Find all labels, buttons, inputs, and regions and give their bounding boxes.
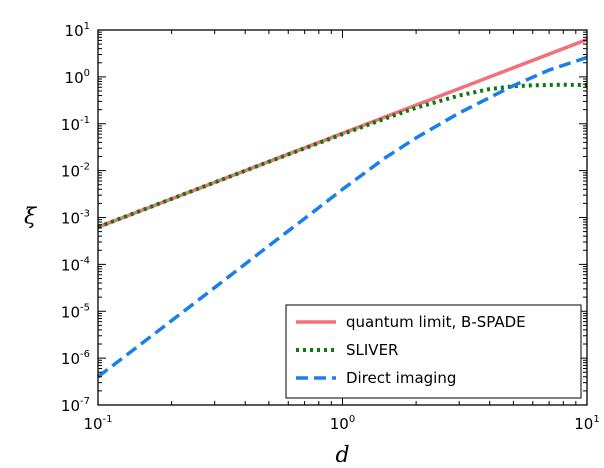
y-tick-label: 10-6 (61, 349, 90, 368)
y-tick-label: 10-5 (61, 302, 90, 321)
y-tick-label: 10-1 (61, 115, 90, 134)
x-tick-label: 10-1 (83, 414, 112, 433)
legend-label-1: SLIVER (346, 341, 398, 359)
legend: quantum limit, B-SPADE SLIVER Direct imagi… (285, 304, 582, 399)
series-line-1 (97, 82, 588, 229)
series-lines (96, 37, 588, 379)
series-line-2 (96, 55, 588, 379)
y-tick-label: 100 (65, 68, 90, 87)
y-tick-label: 10-2 (61, 162, 90, 181)
x-axis-label: d (335, 443, 349, 468)
x-tick-label: 101 (574, 414, 599, 433)
y-tick-label: 10-4 (61, 255, 90, 274)
axis-ticks (97, 29, 588, 406)
y-tick-label: 10-3 (61, 209, 90, 228)
x-tick-label: 100 (330, 414, 355, 433)
y-tick-label: 101 (65, 21, 90, 40)
legend-box (285, 304, 582, 399)
legend-label-2: Direct imaging (346, 369, 456, 387)
y-axis-label: ξ (24, 205, 38, 230)
tick-labels: 10-1 100 101 101 100 10-1 10-2 10-3 10-4 10-5 10-6… (61, 21, 600, 433)
legend-label-0: quantum limit, B-SPADE (346, 313, 526, 331)
y-tick-label: 10-7 (61, 396, 90, 415)
